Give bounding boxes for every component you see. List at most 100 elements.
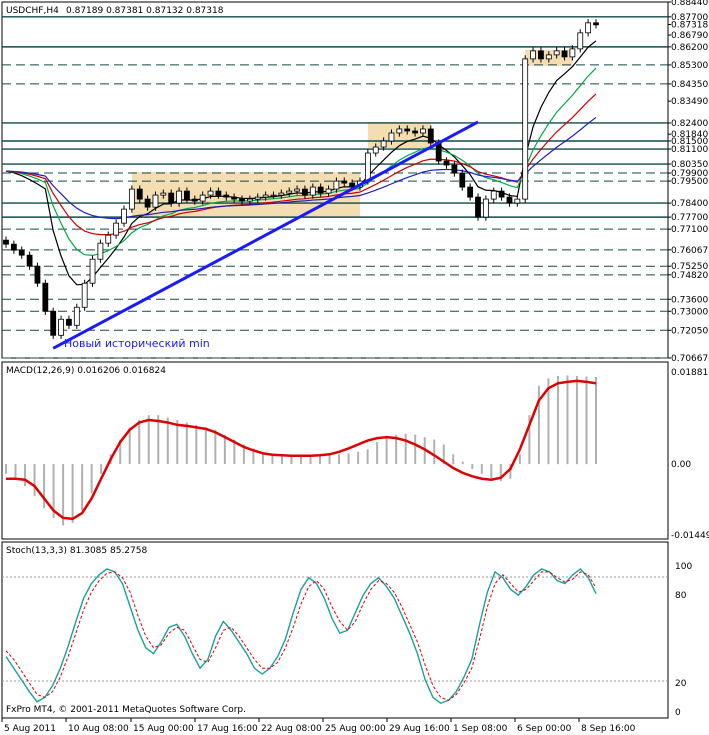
time-axis-label: 1 Sep 08:00 xyxy=(453,724,508,734)
price-axis-label: 0.81500 xyxy=(671,137,708,147)
candle-body xyxy=(18,249,25,256)
ma-medium-line xyxy=(5,67,597,257)
annotation-historic-min: Новый исторический min xyxy=(64,337,210,350)
candle-body xyxy=(278,192,285,196)
macd-pane[interactable]: MACD(12,26,9) 0.016206 0.016824 xyxy=(1,361,669,540)
candle-body xyxy=(490,190,497,200)
candle-body xyxy=(105,234,112,244)
candle-body xyxy=(577,32,584,50)
macd-signal-line xyxy=(6,379,597,521)
candle-body xyxy=(561,50,568,58)
candle-body xyxy=(451,164,458,174)
candle-body xyxy=(121,208,127,224)
candle-body xyxy=(152,194,159,208)
candle-body xyxy=(427,128,434,144)
candle-body xyxy=(10,243,17,251)
candle-body xyxy=(420,128,426,134)
candle-body xyxy=(207,190,214,196)
candle-body xyxy=(286,190,293,194)
stoch-axis-label: 100 xyxy=(675,562,692,572)
candle-body xyxy=(199,194,206,202)
price-axis-label: 0.81840 xyxy=(671,130,708,140)
candle-body xyxy=(136,188,143,200)
trend-line[interactable] xyxy=(52,120,479,350)
candle-body xyxy=(498,190,505,198)
macd-axis-label: 0.00 xyxy=(671,460,691,470)
candle-body xyxy=(396,128,403,134)
price-axis-label: 0.72050 xyxy=(671,326,708,336)
candle-body xyxy=(42,282,49,312)
copyright-text: FxPro MT4, © 2001-2011 MetaQuotes Softwa… xyxy=(6,705,246,715)
candle-body xyxy=(3,239,9,245)
stoch-axis: 100 80 20 0 xyxy=(675,562,692,718)
candle-body xyxy=(467,186,474,198)
candle-body xyxy=(412,130,418,134)
price-axis-label: 0.86200 xyxy=(671,43,708,53)
candle-body xyxy=(309,186,316,196)
candle-body xyxy=(302,188,308,196)
candle-body xyxy=(506,196,513,204)
candle-body xyxy=(333,180,340,190)
candle-body xyxy=(443,160,450,166)
candle-body xyxy=(184,190,190,200)
candle-body xyxy=(239,198,245,202)
price-axis-label: 0.81100 xyxy=(671,145,708,155)
candle-body xyxy=(160,192,167,196)
horizontal-levels xyxy=(2,16,668,359)
price-pane[interactable]: USDCHF,H4 0.87189 0.87381 0.87132 0.8731… xyxy=(1,1,669,359)
stoch-axis-label: 0 xyxy=(675,708,681,718)
candle-body xyxy=(113,222,120,236)
stoch-signal-line xyxy=(5,571,597,701)
candle-body xyxy=(482,198,489,218)
candle-body xyxy=(569,48,576,58)
time-axis-label: 6 Sep 00:00 xyxy=(517,724,572,734)
stoch-pane-frame xyxy=(1,541,669,719)
candle-body xyxy=(34,265,41,284)
candle-body xyxy=(128,188,135,210)
price-axis-label: 0.87700 xyxy=(671,13,708,23)
candle-body xyxy=(294,188,300,192)
candle-body xyxy=(223,194,230,198)
candle-body xyxy=(89,258,96,284)
price-axis-label: 0.86790 xyxy=(671,31,708,41)
price-axis-label: 0.73600 xyxy=(671,295,708,305)
ma-long-line xyxy=(5,116,597,220)
time-axis-label: 8 Sep 16:00 xyxy=(581,724,636,734)
candle-body xyxy=(585,22,592,34)
price-axis-label: 0.76067 xyxy=(671,246,708,256)
candle-body xyxy=(97,242,104,260)
candle-body xyxy=(475,196,481,218)
time-axis-label: 10 Aug 08:00 xyxy=(68,724,129,734)
candle-body xyxy=(317,186,324,194)
time-axis-label: 17 Aug 16:00 xyxy=(197,724,258,734)
header-symbol: USDCHF,H4 xyxy=(6,6,59,16)
candle-body xyxy=(364,152,371,182)
candle-body xyxy=(66,318,72,326)
price-axis-label: 0.73000 xyxy=(671,307,708,317)
time-axis-label: 25 Aug 00:00 xyxy=(325,724,386,734)
stoch-main-line xyxy=(5,567,597,705)
candle-body xyxy=(246,198,253,202)
macd-label: MACD(12,26,9) 0.016206 0.016824 xyxy=(6,366,166,376)
candle-body xyxy=(50,310,57,336)
macd-axis-label: 0.01881 xyxy=(671,368,708,378)
candle-body xyxy=(593,22,599,26)
time-axis-label: 5 Aug 2011 xyxy=(4,724,56,734)
header-ohlc: 0.87189 0.87381 0.87132 0.87318 xyxy=(66,6,224,16)
candle-body xyxy=(191,198,198,202)
price-pane-frame xyxy=(1,1,669,359)
candle-body xyxy=(553,50,560,56)
candle-body xyxy=(538,50,544,60)
time-axis-label: 29 Aug 16:00 xyxy=(389,724,450,734)
stoch-pane[interactable]: Stoch(13,3,3) 81.3085 85.2758 FxPro MT4,… xyxy=(1,541,669,719)
candle-body xyxy=(349,182,356,188)
time-axis: 5 Aug 2011 10 Aug 08:00 15 Aug 00:00 17 Aug… xyxy=(1,718,636,734)
candle-body xyxy=(435,142,442,162)
candle-body xyxy=(73,306,80,326)
macd-pane-frame xyxy=(1,361,669,540)
moving-averages xyxy=(5,40,597,286)
candle-body xyxy=(270,194,277,197)
price-axis-label: 0.79900 xyxy=(671,169,708,179)
candle-body xyxy=(144,198,151,208)
